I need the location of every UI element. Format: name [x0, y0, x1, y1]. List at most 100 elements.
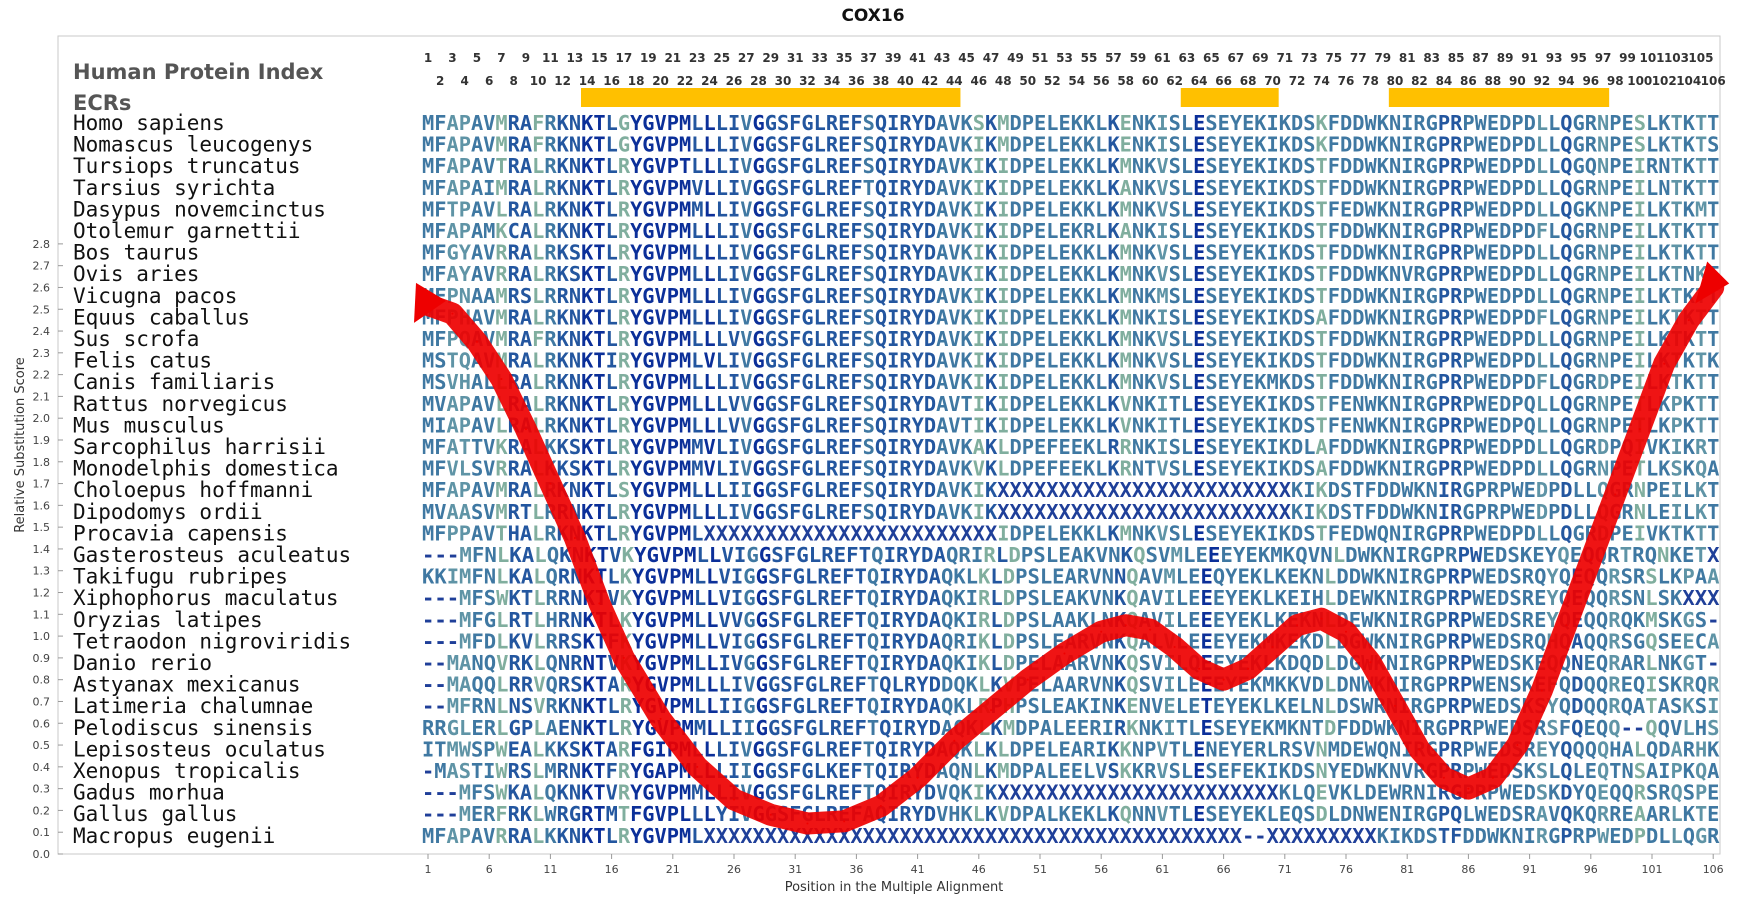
- score-point: [1687, 319, 1690, 322]
- sequence-row: MFPHAVMRALRKNKTLRYGVPMLLLIVGGSFGLREFSQIR…: [422, 305, 1719, 329]
- protein-index-label: 4: [461, 74, 469, 88]
- score-point: [1320, 617, 1323, 620]
- sequence-row: MFAYAVRRALRKSKTLRYGVPMLLLIVGGSFGLREFSQIR…: [422, 262, 1719, 286]
- protein-index-label: 101: [1639, 51, 1664, 65]
- score-point: [598, 602, 601, 605]
- score-point: [1663, 362, 1666, 365]
- score-point: [500, 377, 503, 380]
- score-point: [769, 813, 772, 816]
- score-point: [1173, 645, 1176, 648]
- ecr-bar: [1180, 88, 1279, 107]
- score-point: [1247, 667, 1250, 670]
- protein-index-label: 84: [1436, 74, 1453, 88]
- y-tick-label: 1.7: [33, 478, 51, 491]
- protein-index-label: 10: [530, 74, 547, 88]
- x-tick-label: 96: [1584, 863, 1598, 876]
- protein-index-label: 21: [664, 51, 681, 65]
- protein-index-label: 35: [836, 51, 853, 65]
- species-name: Danio rerio: [73, 651, 212, 675]
- protein-index-label: 97: [1595, 51, 1612, 65]
- x-tick-label: 46: [972, 863, 986, 876]
- protein-index-label: 16: [603, 74, 620, 88]
- protein-index-label: 98: [1607, 74, 1624, 88]
- ecr-bar: [581, 88, 961, 107]
- species-name: Tetraodon nigroviridis: [73, 629, 351, 653]
- protein-index-label: 6: [485, 74, 493, 88]
- sequence-row: MFATTVKRALKKSKTLRYGVPMMVLIVGGSFGLREFSQIR…: [422, 435, 1719, 459]
- x-tick-label: 66: [1217, 863, 1231, 876]
- score-point: [696, 765, 699, 768]
- protein-index-label: 52: [1044, 74, 1061, 88]
- species-name: Sus scrofa: [73, 327, 199, 351]
- score-point: [1589, 558, 1592, 561]
- protein-index-label: 65: [1203, 51, 1220, 65]
- score-point: [1149, 628, 1152, 631]
- species-name: Sarcophilus harrisii: [73, 435, 326, 459]
- protein-index-label: 66: [1215, 74, 1232, 88]
- y-tick-label: 2.5: [33, 303, 51, 316]
- protein-index-label: 49: [1007, 51, 1024, 65]
- score-point: [1638, 428, 1641, 431]
- score-point: [451, 312, 454, 315]
- y-tick-label: 0.4: [33, 761, 51, 774]
- sequence-row: MFAPAMKCALRKNKTLRYGVPMLLLIVGGSFGLREFSQIR…: [422, 219, 1719, 243]
- plot-frame: [57, 35, 1721, 855]
- y-tick-label: 2.0: [33, 412, 51, 425]
- sequence-row: ---MFSWKTLRRNKTVKYGVPMLLVIGGSFGLREFTQIRY…: [422, 586, 1719, 610]
- protein-index-label: 48: [995, 74, 1012, 88]
- x-tick-label: 51: [1033, 863, 1047, 876]
- protein-index-label: 50: [1019, 74, 1036, 88]
- x-tick-label: 101: [1642, 863, 1663, 876]
- species-name: Rattus norvegicus: [73, 392, 288, 416]
- protein-index-label: 30: [775, 74, 792, 88]
- protein-index-label: 60: [1142, 74, 1159, 88]
- curve-start-arrow: [414, 282, 446, 323]
- score-point: [1345, 630, 1347, 633]
- species-name: Mus musculus: [73, 413, 225, 437]
- protein-index-label: 100: [1627, 74, 1652, 88]
- protein-index-label: 82: [1411, 74, 1428, 88]
- protein-index-label: 92: [1533, 74, 1550, 88]
- protein-index-label: 9: [522, 51, 530, 65]
- sequence-row: --MAQQLRRVQRSKTARYGVPMLLLIVGGSFGLREFTQLR…: [422, 673, 1720, 697]
- score-point: [1442, 776, 1445, 779]
- score-point: [1369, 661, 1372, 664]
- score-point: [1063, 652, 1066, 655]
- protein-index-label: 59: [1130, 51, 1147, 65]
- species-name: Vicugna pacos: [73, 284, 237, 308]
- protein-index-label: 103: [1664, 51, 1689, 65]
- protein-index-label: 44: [946, 74, 963, 88]
- protein-index-label: 64: [1191, 74, 1208, 88]
- protein-index-label: 99: [1619, 51, 1636, 65]
- x-tick-label: 16: [605, 863, 619, 876]
- species-name: Gallus gallus: [73, 802, 237, 826]
- protein-index-label: 11: [542, 51, 559, 65]
- protein-index-label: 43: [934, 51, 951, 65]
- score-point: [1100, 630, 1103, 633]
- protein-index-label: 26: [726, 74, 743, 88]
- protein-index-label: 106: [1701, 74, 1726, 88]
- y-tick-label: 0.2: [33, 804, 51, 817]
- protein-index-label: 13: [567, 51, 584, 65]
- protein-index-label: 23: [689, 51, 706, 65]
- score-point: [733, 798, 735, 801]
- y-tick-label: 1.6: [33, 499, 51, 512]
- species-name: Oryzias latipes: [73, 608, 263, 632]
- species-name: Latimeria chalumnae: [73, 694, 313, 718]
- score-point: [953, 739, 956, 742]
- protein-index-label: 77: [1350, 51, 1367, 65]
- protein-index-label: 102: [1652, 74, 1677, 88]
- sequence-row: MSVHALLRALRKNKTLRYGVPMLLLIVGGSFGLREFSQIR…: [422, 370, 1719, 394]
- species-name: Gasterosteus aculeatus: [73, 543, 351, 567]
- x-tick-label: 71: [1278, 863, 1292, 876]
- species-name: Xiphophorus maculatus: [73, 586, 339, 610]
- protein-index-label: 96: [1582, 74, 1599, 88]
- sequence-row: MFTPAVLRALRKNKTLRYGVPMMLLIVGGSFGLREFSQIR…: [422, 197, 1719, 221]
- species-name: Lepisosteus oculatus: [73, 737, 326, 761]
- protein-index-label: 70: [1264, 74, 1281, 88]
- protein-index-label: 28: [750, 74, 767, 88]
- sequence-row: MFAPAVMRAFRKNKTLGYGVPMLLLIVGGSFGLREFSQIR…: [422, 111, 1719, 135]
- species-name: Xenopus tropicalis: [73, 759, 301, 783]
- protein-index-label: 39: [885, 51, 902, 65]
- sequence-row: MFPNAAMRSLRRNKTLRYGVPMLLLIVGGSFGLREFSQIR…: [422, 284, 1719, 308]
